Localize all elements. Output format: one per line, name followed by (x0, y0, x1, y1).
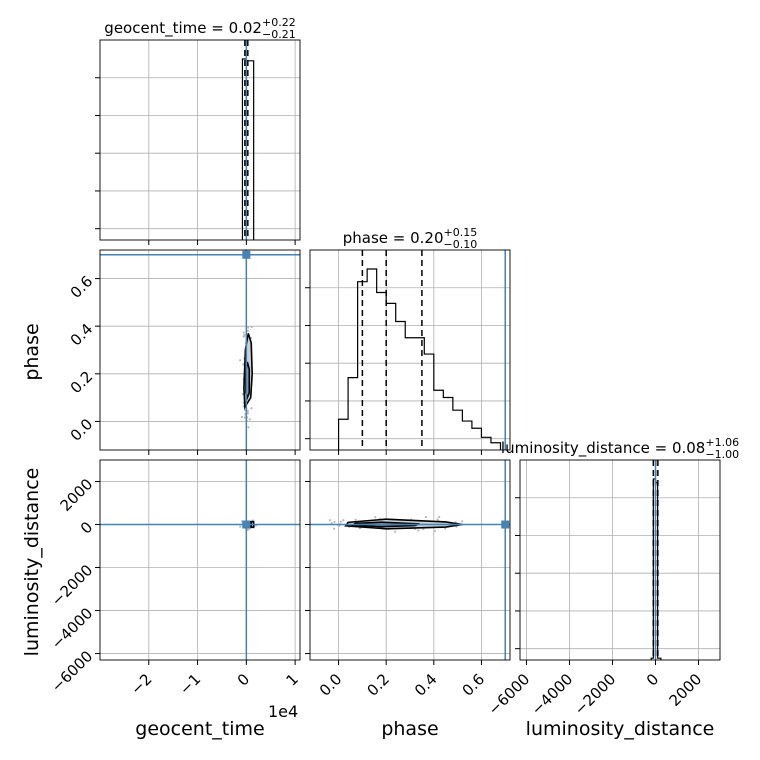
panel-phase-phase (309, 249, 511, 451)
scatter-point-phase-luminosity_distance-67 (433, 529, 436, 533)
scatter-point-geocent_time-phase-6 (248, 418, 251, 421)
diag-title-geocent_time: geocent_time = 0.02+0.22 −0.21 (104, 16, 295, 41)
scatter-point-phase-luminosity_distance-1 (394, 530, 397, 533)
y-tick-label-phase-3: 0.6 (67, 272, 97, 302)
scatter-point-phase-luminosity_distance-4 (444, 527, 447, 530)
scatter-point-phase-luminosity_distance-53 (374, 516, 377, 519)
x-axis-label-geocent-time: geocent_time (135, 718, 264, 740)
scatter-point-phase-luminosity_distance-46 (339, 520, 342, 523)
truth-marker-phase-luminosity_distance (501, 520, 510, 529)
x-tick-label-geocent_time-2: 0 (234, 670, 253, 689)
scatter-point-phase-luminosity_distance-69 (332, 527, 336, 530)
panel-luminosity_distance-luminosity_distance (519, 459, 721, 661)
x-tick-label-phase-3: 0.6 (459, 670, 489, 700)
x-tick-label-geocent_time-1: −1 (176, 670, 204, 698)
scatter-point-phase-luminosity_distance-17 (417, 529, 420, 532)
truth-marker-geocent_time-luminosity_distance (242, 520, 251, 529)
truth-marker-geocent_time-phase (242, 250, 251, 259)
diag-title-main-geocent_time: geocent_time = 0.02 (104, 19, 262, 38)
x-tick-label-luminosity_distance-1: −4000 (528, 670, 577, 719)
x-tick-label-phase-2: 0.4 (411, 670, 441, 700)
scatter-point-phase-luminosity_distance-61 (438, 515, 441, 519)
y-tick-label-luminosity_distance-1: −4000 (48, 604, 97, 653)
x-tick-label-phase-0: 0.0 (316, 670, 346, 700)
x-axis-label-luminosity-distance: luminosity_distance (526, 718, 715, 740)
scatter-point-phase-luminosity_distance-34 (436, 518, 439, 521)
x-tick-label-luminosity_distance-4: 2000 (666, 670, 706, 710)
histogram-phase (337, 268, 502, 450)
scatter-point-geocent_time-phase-14 (239, 359, 242, 362)
scatter-point-geocent_time-phase-29 (246, 412, 250, 415)
y-tick-label-luminosity_distance-0: −6000 (48, 647, 97, 696)
scatter-point-geocent_time-luminosity_distance-68 (246, 528, 250, 531)
x-tick-label-luminosity_distance-0: −6000 (485, 670, 534, 719)
scatter-point-geocent_time-phase-33 (242, 331, 245, 334)
y-tick-label-phase-0: 0.0 (67, 415, 97, 445)
scatter-point-geocent_time-phase-15 (243, 416, 246, 419)
y-axis-label-phase: phase (21, 323, 43, 380)
scatter-point-geocent_time-phase-9 (250, 325, 253, 329)
y-tick-label-phase-2: 0.4 (67, 320, 97, 350)
scatter-point-phase-luminosity_distance-52 (330, 521, 333, 525)
scatter-point-geocent_time-phase-50 (243, 408, 247, 412)
scatter-point-phase-luminosity_distance-2 (424, 515, 428, 519)
scatter-point-phase-luminosity_distance-25 (328, 519, 332, 522)
scatter-point-geocent_time-luminosity_distance-56 (239, 525, 242, 528)
y-axis-label-luminosity-distance: luminosity_distance (21, 468, 43, 657)
x-axis-label-phase: phase (381, 718, 438, 740)
x-tick-label-phase-1: 0.2 (363, 670, 393, 700)
diag-title-luminosity_distance: luminosity_distance = 0.08+1.06 −1.00 (501, 436, 739, 461)
scatter-point-phase-luminosity_distance-63 (333, 520, 336, 524)
diag-title-minus-geocent_time: −0.21 (262, 28, 296, 41)
scatter-point-phase-luminosity_distance-49 (461, 520, 464, 523)
x-tick-label-luminosity_distance-3: 0 (643, 670, 662, 689)
panel-luminosity_distance-phase (309, 459, 511, 661)
x-axis-offset-geocent-time: 1e4 (268, 702, 298, 721)
y-tick-label-luminosity_distance-2: −2000 (48, 561, 97, 610)
scatter-point-geocent_time-phase-43 (242, 363, 245, 366)
scatter-point-geocent_time-phase-31 (247, 326, 250, 329)
panel-geocent_time-geocent_time (99, 39, 301, 241)
diag-title-phase: phase = 0.20+0.15 −0.10 (343, 226, 478, 251)
x-tick-label-geocent_time-3: 1 (282, 670, 301, 689)
scatter-point-geocent_time-phase-44 (247, 426, 250, 429)
diag-title-minus-luminosity_distance: −1.00 (705, 448, 739, 461)
x-tick-label-luminosity_distance-2: −2000 (571, 670, 620, 719)
diag-title-minus-phase: −0.10 (444, 238, 478, 251)
diag-title-plus-geocent_time: +0.22 (262, 16, 296, 29)
scatter-point-geocent_time-phase-46 (240, 416, 244, 419)
y-tick-label-phase-1: 0.2 (67, 367, 97, 397)
diag-title-plus-phase: +0.15 (444, 226, 478, 239)
scatter-point-phase-luminosity_distance-55 (354, 518, 357, 521)
y-tick-label-luminosity_distance-4: 2000 (57, 475, 97, 515)
panel-luminosity_distance-geocent_time (99, 459, 301, 661)
y-tick-label-luminosity_distance-3: 0 (77, 518, 96, 537)
x-tick-label-geocent_time-0: −2 (127, 670, 155, 698)
panel-phase-geocent_time (99, 249, 301, 451)
diag-title-main-phase: phase = 0.20 (343, 229, 444, 247)
scatter-point-geocent_time-phase-18 (246, 409, 249, 412)
scatter-point-geocent_time-phase-41 (242, 335, 245, 338)
scatter-point-phase-luminosity_distance-35 (342, 519, 345, 522)
scatter-point-geocent_time-phase-60 (250, 407, 253, 410)
diag-title-plus-luminosity_distance: +1.06 (705, 436, 739, 449)
diag-title-main-luminosity_distance: luminosity_distance = 0.08 (501, 439, 705, 458)
scatter-point-geocent_time-phase-42 (246, 329, 249, 332)
